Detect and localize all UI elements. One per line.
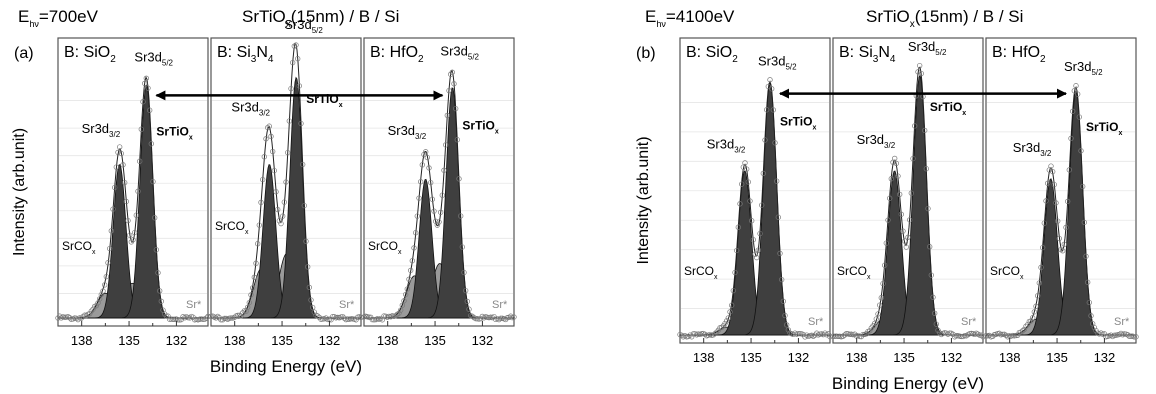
subplot-frame — [58, 38, 208, 326]
subplot-1: 138 135 132 B: Si3N4 Sr* — [831, 38, 986, 365]
subplot-0: 138 135 132 B: SiO2 Sr* — [56, 38, 211, 348]
x-tick-label: 132 — [166, 333, 188, 348]
x-tick-label: 135 — [118, 333, 140, 348]
x-tick-label: 138 — [846, 350, 868, 365]
x-axis-label: Binding Energy (eV) — [210, 357, 362, 376]
panel-letter: (b) — [636, 45, 656, 62]
subplot-0: 138 135 132 B: SiO2 Sr* — [678, 38, 833, 365]
x-tick-label: 138 — [999, 350, 1021, 365]
x-tick-label: 138 — [71, 333, 93, 348]
panel-letter: (a) — [14, 45, 34, 62]
sr-star-label: Sr* — [492, 299, 508, 311]
subplot-2: 138 135 132B: HfO2Sr* — [362, 38, 517, 348]
sr-star-label: Sr* — [1114, 316, 1130, 328]
x-tick-label: 138 — [693, 350, 715, 365]
x-tick-label: 135 — [893, 350, 915, 365]
x-axis-label: Binding Energy (eV) — [832, 374, 984, 393]
x-tick-label: 132 — [472, 333, 494, 348]
x-tick-label: 135 — [271, 333, 293, 348]
photon-energy-label: Ehν=4100eV — [645, 7, 735, 29]
x-tick-label: 135 — [740, 350, 762, 365]
sr-star-label: Sr* — [186, 299, 202, 311]
x-tick-label: 138 — [224, 333, 246, 348]
x-tick-label: 135 — [424, 333, 446, 348]
y-axis-label: Intensity (arb.unit) — [635, 136, 652, 264]
x-tick-label: 132 — [1094, 350, 1116, 365]
sample-stack-label: SrTiOx(15nm) / B / Si — [866, 7, 1023, 30]
sr-star-label: Sr* — [339, 299, 355, 311]
y-axis-label: Intensity (arb.unit) — [11, 128, 28, 256]
photon-energy-label: Ehν=700eV — [18, 7, 99, 29]
x-tick-label: 132 — [319, 333, 341, 348]
x-tick-label: 132 — [788, 350, 810, 365]
x-tick-label: 135 — [1046, 350, 1068, 365]
subplot-1: 138 135 132 B: Si3N4 Sr* — [209, 38, 364, 348]
sr-star-label: Sr* — [961, 316, 977, 328]
x-tick-label: 138 — [377, 333, 399, 348]
sr-star-label: Sr* — [808, 316, 824, 328]
subplot-2: 138 135 132B: HfO2Sr* — [984, 38, 1139, 365]
x-tick-label: 132 — [941, 350, 963, 365]
